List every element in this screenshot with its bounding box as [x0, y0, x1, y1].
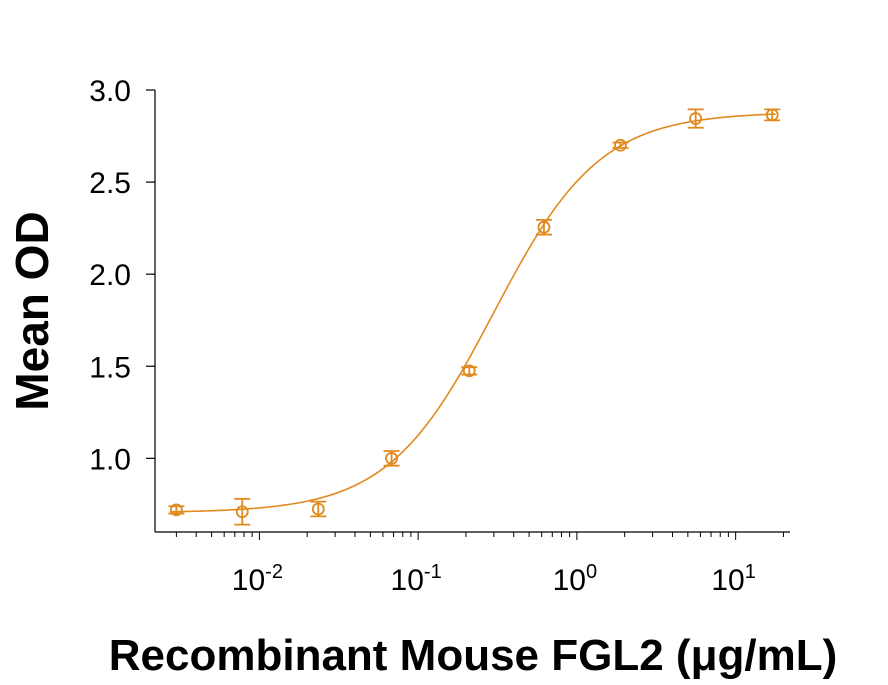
- x-axis-title: Recombinant Mouse FGL2 (μg/mL): [109, 631, 838, 680]
- y-tick-label: 2.5: [89, 167, 131, 200]
- x-tick-label: 10-1: [391, 561, 442, 597]
- data-point: [383, 450, 400, 467]
- y-axis-ticks: 1.0 1.5 2.0 2.5 3.0: [89, 75, 155, 476]
- data-point: [612, 138, 629, 152]
- data-point: [234, 497, 251, 526]
- point-marker: [614, 138, 627, 152]
- data-point: [310, 500, 327, 518]
- axes: [154, 90, 790, 533]
- point-marker: [235, 505, 249, 519]
- fit-curve: [170, 113, 776, 513]
- point-marker: [311, 502, 325, 516]
- y-tick-label: 1.5: [89, 351, 131, 384]
- x-tick-label: 101: [711, 561, 756, 597]
- y-axis-title: Mean OD: [6, 211, 58, 410]
- data-point: [764, 108, 781, 122]
- y-tick-label: 3.0: [89, 75, 131, 108]
- point-marker: [537, 220, 551, 234]
- data-point: [461, 364, 478, 378]
- data-point: [168, 503, 185, 517]
- point-marker: [765, 108, 779, 122]
- point-marker: [689, 112, 703, 125]
- point-marker: [462, 364, 476, 378]
- point-marker: [385, 451, 398, 465]
- data-point: [535, 218, 552, 236]
- x-tick-label: 100: [553, 561, 598, 597]
- y-tick-label: 1.0: [89, 443, 131, 476]
- y-tick-label: 2.0: [89, 259, 131, 292]
- data-points: [168, 108, 781, 526]
- data-point: [687, 108, 704, 129]
- x-tick-label: 10-2: [232, 561, 283, 597]
- point-marker: [169, 503, 183, 517]
- x-axis-ticks: 10-2 10-1 100 101: [175, 532, 784, 597]
